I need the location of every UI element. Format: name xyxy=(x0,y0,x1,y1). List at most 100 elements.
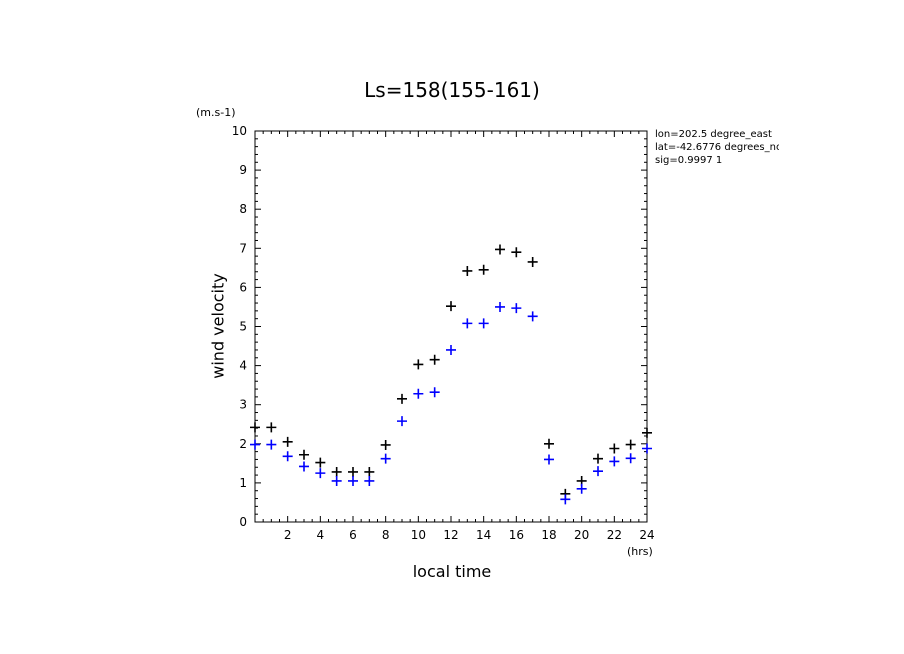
plus-marker xyxy=(446,301,456,312)
data-point-series-1 xyxy=(315,457,326,468)
plus-marker xyxy=(593,453,603,464)
data-point-series-1 xyxy=(429,354,440,365)
annotation-sig: sig=0.9997 1 xyxy=(655,155,723,166)
plus-marker xyxy=(544,438,554,449)
data-point-series-2 xyxy=(348,475,358,486)
plot-frame xyxy=(254,130,648,523)
data-point-series-1 xyxy=(299,449,309,460)
plus-marker xyxy=(315,468,326,479)
plus-marker xyxy=(413,388,424,399)
data-point-series-2 xyxy=(397,416,407,427)
plus-marker xyxy=(299,461,309,472)
plus-marker xyxy=(527,311,538,322)
y-axis-unit: (m.s-1) xyxy=(196,106,236,119)
data-point-series-2 xyxy=(331,475,342,486)
plus-marker xyxy=(380,453,391,464)
plus-marker xyxy=(429,387,440,398)
x-axis-label: local time xyxy=(412,562,492,581)
plus-marker xyxy=(625,439,636,450)
data-point-series-1 xyxy=(266,422,277,433)
plus-marker xyxy=(282,436,293,447)
x-tick-label: 6 xyxy=(349,528,357,542)
x-tick-label: 8 xyxy=(382,528,390,542)
plus-marker xyxy=(462,318,473,329)
x-tick-label: 2 xyxy=(284,528,292,542)
plus-marker xyxy=(299,449,309,460)
data-point-series-1 xyxy=(642,427,652,438)
data-point-series-2 xyxy=(527,311,538,322)
x-axis-unit: (hrs) xyxy=(627,545,653,558)
x-tick-label: 20 xyxy=(574,528,589,542)
plus-marker xyxy=(642,443,652,454)
data-point-series-1 xyxy=(446,301,456,312)
data-point-series-2 xyxy=(576,483,587,494)
chart-annotations: lon=202.5 degree_east lat=-42.6776 degre… xyxy=(655,128,779,167)
data-point-series-1 xyxy=(462,265,473,276)
plus-marker xyxy=(478,318,489,329)
plus-marker xyxy=(429,354,440,365)
data-point-series-1 xyxy=(397,393,407,404)
plus-marker xyxy=(364,466,375,477)
data-point-series-2 xyxy=(544,454,554,465)
plus-marker xyxy=(544,454,554,465)
plus-marker xyxy=(642,427,652,438)
data-point-series-2 xyxy=(250,439,260,450)
data-point-series-1 xyxy=(331,466,342,477)
x-tick-label: 12 xyxy=(443,528,458,542)
plus-marker xyxy=(250,422,260,433)
data-point-series-2 xyxy=(462,318,473,329)
plus-marker xyxy=(593,466,603,477)
data-point-series-1 xyxy=(511,247,522,258)
data-point-series-1 xyxy=(364,466,375,477)
data-point-series-1 xyxy=(380,439,391,450)
data-point-series-1 xyxy=(544,438,554,449)
data-point-series-1 xyxy=(250,422,260,433)
annotation-lat: lat=-42.6776 degrees_north xyxy=(655,142,779,153)
data-point-series-2 xyxy=(609,456,620,467)
data-point-series-2 xyxy=(560,494,571,505)
x-tick-label: 4 xyxy=(317,528,325,542)
plus-marker xyxy=(527,256,538,267)
plus-marker xyxy=(348,466,358,477)
plus-marker xyxy=(380,439,391,450)
plus-marker xyxy=(609,443,620,454)
plus-marker xyxy=(364,475,375,486)
data-point-series-1 xyxy=(282,436,293,447)
y-tick-label: 9 xyxy=(239,163,247,177)
plus-marker xyxy=(397,416,407,427)
plus-marker xyxy=(609,456,620,467)
y-tick-label: 1 xyxy=(239,476,247,490)
plus-marker xyxy=(478,264,489,275)
x-tick-label: 16 xyxy=(509,528,524,542)
y-tick-label: 8 xyxy=(239,202,247,216)
chart-title: Ls=158(155-161) xyxy=(364,78,540,102)
data-point-series-2 xyxy=(315,468,326,479)
data-point-series-2 xyxy=(282,451,293,462)
plus-marker xyxy=(331,466,342,477)
data-point-series-2 xyxy=(364,475,375,486)
data-point-series-1 xyxy=(609,443,620,454)
plus-marker xyxy=(250,439,260,450)
data-point-series-1 xyxy=(625,439,636,450)
data-point-series-2 xyxy=(511,303,522,314)
data-point-series-1 xyxy=(478,264,489,275)
plus-marker xyxy=(397,393,407,404)
plus-marker xyxy=(413,359,424,370)
x-tick-label: 14 xyxy=(476,528,491,542)
y-tick-label: 3 xyxy=(239,398,247,412)
plus-marker xyxy=(511,303,522,314)
y-tick-label: 2 xyxy=(239,437,247,451)
plus-marker xyxy=(495,244,505,255)
data-point-series-2 xyxy=(642,443,652,454)
y-tick-label: 4 xyxy=(239,359,247,373)
plus-marker xyxy=(331,475,342,486)
data-point-series-1 xyxy=(527,256,538,267)
plus-marker xyxy=(266,439,277,450)
data-point-series-1 xyxy=(348,466,358,477)
x-tick-label: 10 xyxy=(411,528,426,542)
x-tick-label: 22 xyxy=(607,528,622,542)
data-point-series-2 xyxy=(593,466,603,477)
x-tick-label: 18 xyxy=(541,528,556,542)
plus-marker xyxy=(495,301,505,312)
